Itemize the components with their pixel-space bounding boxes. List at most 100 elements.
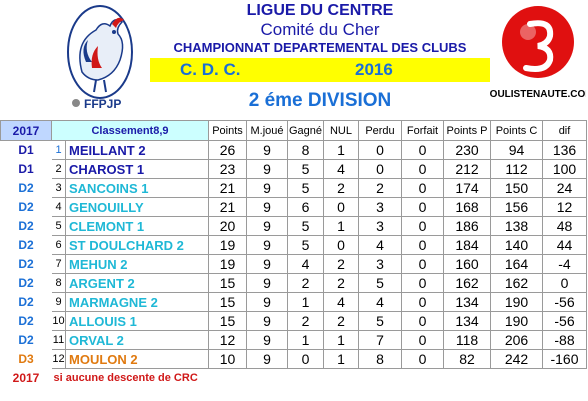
cell-matches: 9 (246, 254, 288, 274)
season-year: 2016 (355, 60, 393, 79)
cell-points-for: 174 (443, 178, 491, 198)
col-points-for: Points P (443, 120, 491, 141)
table-row: D3 12 MOULON 2 10 9 0 1 8 0 82 242 -160 (0, 349, 587, 369)
cell-lost: 2 (358, 178, 402, 198)
cell-draw: 0 (323, 197, 359, 217)
cell-forfeit: 0 (401, 178, 444, 198)
division-cell: D2 (0, 254, 52, 274)
team-cell: CLEMONT 1 (65, 216, 209, 236)
cell-won: 6 (287, 197, 324, 217)
cell-diff: 0 (542, 273, 587, 293)
cell-points-against: 190 (490, 292, 543, 312)
cell-points: 20 (208, 216, 247, 236)
cell-lost: 7 (358, 330, 402, 350)
footer-row: 2017 si aucune descente de CRC (1, 369, 587, 388)
cell-draw: 2 (323, 178, 359, 198)
cell-points-against: 140 (490, 235, 543, 255)
team-cell: ORVAL 2 (65, 330, 209, 350)
team-cell: MOULON 2 (65, 349, 209, 369)
table-row: D2 9 MARMAGNE 2 15 9 1 4 4 0 134 190 -56 (0, 292, 587, 312)
col-points: Points (208, 120, 247, 141)
committee-title: Comité du Cher (260, 20, 380, 39)
cell-forfeit: 0 (401, 159, 444, 179)
rank-cell: 4 (51, 197, 66, 217)
cell-matches: 9 (246, 159, 288, 179)
cell-points-for: 134 (443, 292, 491, 312)
cell-lost: 3 (358, 216, 402, 236)
cell-points-for: 160 (443, 254, 491, 274)
table-row: D1 2 CHAROST 1 23 9 5 4 0 0 212 112 100 (0, 159, 587, 179)
division-cell: D2 (0, 292, 52, 312)
cell-points-for: 134 (443, 311, 491, 331)
cell-won: 1 (287, 292, 324, 312)
cell-points: 10 (208, 349, 247, 369)
cell-lost: 4 (358, 292, 402, 312)
cell-points-against: 206 (490, 330, 543, 350)
cell-forfeit: 0 (401, 254, 444, 274)
cell-draw: 0 (323, 235, 359, 255)
division-cell: D2 (0, 216, 52, 236)
cell-points: 21 (208, 197, 247, 217)
cell-matches: 9 (246, 349, 288, 369)
team-cell: MARMAGNE 2 (65, 292, 209, 312)
division-cell: D1 (0, 140, 52, 160)
team-cell: ALLOUIS 1 (65, 311, 209, 331)
header-classement: Classement8,9 (51, 120, 209, 141)
cell-forfeit: 0 (401, 216, 444, 236)
cell-draw: 2 (323, 273, 359, 293)
cell-draw: 1 (323, 140, 359, 160)
cell-lost: 8 (358, 349, 402, 369)
cdc-label: C. D. C. (180, 60, 241, 79)
division-cell: D2 (0, 197, 52, 217)
boulistenaute-logo-text: BOULISTENAUTE.COM (490, 89, 586, 100)
cell-points-against: 164 (490, 254, 543, 274)
cell-points: 26 (208, 140, 247, 160)
ffpjp-logo-text: FFPJP (84, 97, 121, 111)
cell-diff: 48 (542, 216, 587, 236)
cell-matches: 9 (246, 273, 288, 293)
cell-forfeit: 0 (401, 292, 444, 312)
cell-points: 15 (208, 311, 247, 331)
cell-matches: 9 (246, 216, 288, 236)
col-won: Gagné (287, 120, 324, 141)
cell-diff: 100 (542, 159, 587, 179)
cell-lost: 3 (358, 197, 402, 217)
cell-points: 19 (208, 235, 247, 255)
cell-diff: -160 (542, 349, 587, 369)
cell-points-against: 112 (490, 159, 543, 179)
division-cell: D2 (0, 330, 52, 350)
cell-points: 15 (208, 273, 247, 293)
cell-points-against: 94 (490, 140, 543, 160)
rank-cell: 9 (51, 292, 66, 312)
cell-matches: 9 (246, 292, 288, 312)
cell-points-against: 190 (490, 311, 543, 331)
rank-cell: 12 (51, 349, 66, 369)
col-forfeit: Forfait (401, 120, 444, 141)
cell-points-for: 82 (443, 349, 491, 369)
team-cell: MEILLANT 2 (65, 140, 209, 160)
rank-cell: 2 (51, 159, 66, 179)
cell-matches: 9 (246, 330, 288, 350)
cell-lost: 5 (358, 311, 402, 331)
table-row: D2 3 SANCOINS 1 21 9 5 2 2 0 174 150 24 (0, 178, 587, 198)
cell-draw: 1 (323, 216, 359, 236)
rank-cell: 7 (51, 254, 66, 274)
division-title: 2 éme DIVISION (248, 90, 392, 111)
rank-cell: 10 (51, 311, 66, 331)
cell-points-against: 162 (490, 273, 543, 293)
cell-diff: 44 (542, 235, 587, 255)
cell-matches: 9 (246, 197, 288, 217)
cell-forfeit: 0 (401, 140, 444, 160)
title-band (150, 58, 490, 82)
team-cell: ARGENT 2 (65, 273, 209, 293)
ranking-table: 2017 Classement8,9 Points M.joué Gagné N… (0, 120, 587, 387)
boulistenaute-logo: BOULISTENAUTE.COM (490, 2, 586, 100)
cell-won: 5 (287, 178, 324, 198)
cell-draw: 2 (323, 254, 359, 274)
cell-forfeit: 0 (401, 235, 444, 255)
cell-won: 8 (287, 140, 324, 160)
ffpjp-logo: FFPJP (67, 5, 133, 111)
cell-points-for: 184 (443, 235, 491, 255)
header-year: 2017 (0, 120, 52, 141)
team-cell: GENOUILLY (65, 197, 209, 217)
